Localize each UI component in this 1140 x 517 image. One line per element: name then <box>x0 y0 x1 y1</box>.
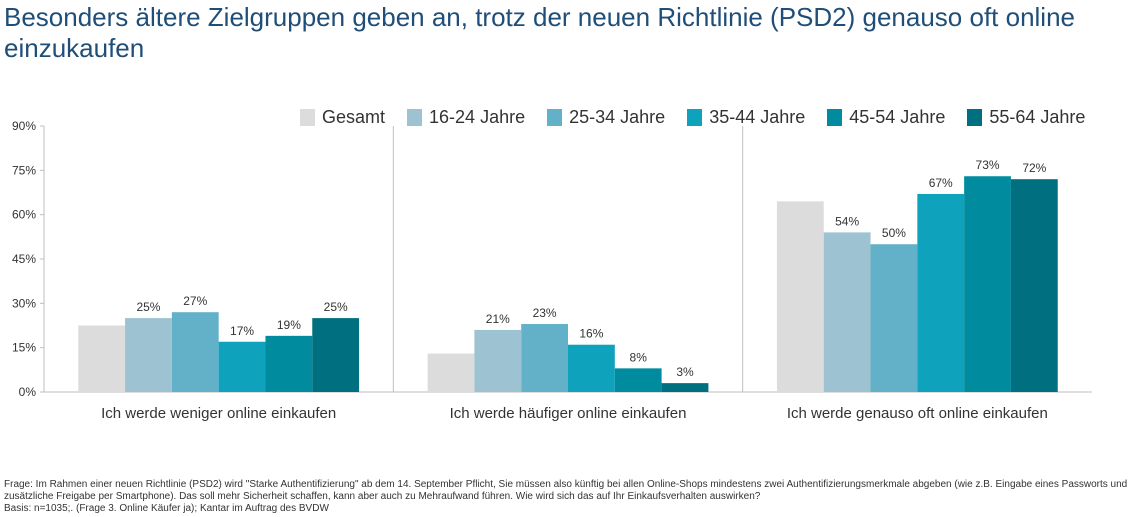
data-label: 3% <box>676 365 694 379</box>
bar <box>823 232 871 392</box>
bar <box>125 318 172 392</box>
legend-swatch-25-34 <box>547 109 563 126</box>
data-label: 17% <box>230 324 254 338</box>
legend-label-45-54: 45-54 Jahre <box>849 107 946 127</box>
bar <box>614 368 662 392</box>
legend-item-35-44: 35-44 Jahre <box>687 107 805 128</box>
bar <box>171 312 219 392</box>
category-label: Ich werde weniger online einkaufen <box>101 405 336 422</box>
y-tick-label: 30% <box>12 296 36 310</box>
bar <box>521 324 568 392</box>
bar <box>218 341 266 392</box>
y-tick-label: 90% <box>12 119 36 133</box>
legend-label-25-34: 25-34 Jahre <box>569 107 666 127</box>
bar-chart: 0% 15% 30% 45% 60% 75% 90% 25% 27% 17% 19% 25% Ich w… <box>12 119 1092 422</box>
legend-item-45-54: 45-54 Jahre <box>827 107 945 128</box>
legend-item-gesamt: Gesamt <box>300 107 385 128</box>
legend-item-16-24: 16-24 Jahre <box>407 107 525 128</box>
data-label: 72% <box>1022 161 1046 175</box>
chart-legend: Gesamt 16-24 Jahre 25-34 Jahre 35-44 Jah… <box>300 107 1085 128</box>
data-label: 54% <box>835 214 859 228</box>
chart-title: Besonders ältere Zielgruppen geben an, t… <box>4 2 1076 63</box>
y-tick-label: 45% <box>12 252 36 266</box>
bar <box>917 193 965 392</box>
legend-swatch-35-44 <box>687 109 703 126</box>
footer-basis: Basis: n=1035;. (Frage 3. Online Käufer … <box>4 503 329 514</box>
bar <box>661 383 709 392</box>
data-label: 23% <box>533 306 557 320</box>
category-label: Ich werde genauso oft online einkaufen <box>787 405 1048 422</box>
bar <box>870 244 918 392</box>
legend-swatch-gesamt <box>300 109 315 126</box>
data-label: 50% <box>882 226 906 240</box>
legend-item-25-34: 25-34 Jahre <box>547 107 665 128</box>
bar <box>427 353 475 392</box>
data-label: 25% <box>136 300 160 314</box>
y-tick-label: 15% <box>12 341 36 355</box>
data-label: 21% <box>486 312 510 326</box>
legend-label-gesamt: Gesamt <box>322 107 386 127</box>
bar <box>312 318 360 392</box>
legend-item-55-64: 55-64 Jahre <box>967 107 1085 128</box>
category-label: Ich werde häufiger online einkaufen <box>450 405 687 422</box>
y-tick-label: 0% <box>19 385 37 399</box>
data-label: 19% <box>277 318 301 332</box>
data-label: 27% <box>183 294 207 308</box>
bar <box>78 325 126 392</box>
bar <box>964 176 1011 392</box>
legend-label-35-44: 35-44 Jahre <box>709 107 806 127</box>
data-label: 16% <box>579 327 603 341</box>
data-label: 8% <box>630 350 648 364</box>
legend-swatch-55-64 <box>967 109 983 126</box>
chart-footer: Frage: Im Rahmen einer neuen Richtlinie … <box>4 479 1134 515</box>
bar <box>1010 179 1058 392</box>
legend-label-55-64: 55-64 Jahre <box>989 107 1086 127</box>
footer-question: Frage: Im Rahmen einer neuen Richtlinie … <box>4 479 1128 502</box>
bar <box>568 344 615 392</box>
y-tick-label: 75% <box>12 163 36 177</box>
data-label: 73% <box>976 158 1000 172</box>
bar <box>265 335 313 392</box>
bar <box>474 329 522 392</box>
data-label: 67% <box>929 176 953 190</box>
legend-swatch-45-54 <box>827 109 843 126</box>
bar <box>776 201 824 392</box>
legend-swatch-16-24 <box>407 109 423 126</box>
y-tick-label: 60% <box>12 208 36 222</box>
legend-label-16-24: 16-24 Jahre <box>429 107 526 127</box>
data-label: 25% <box>324 300 348 314</box>
